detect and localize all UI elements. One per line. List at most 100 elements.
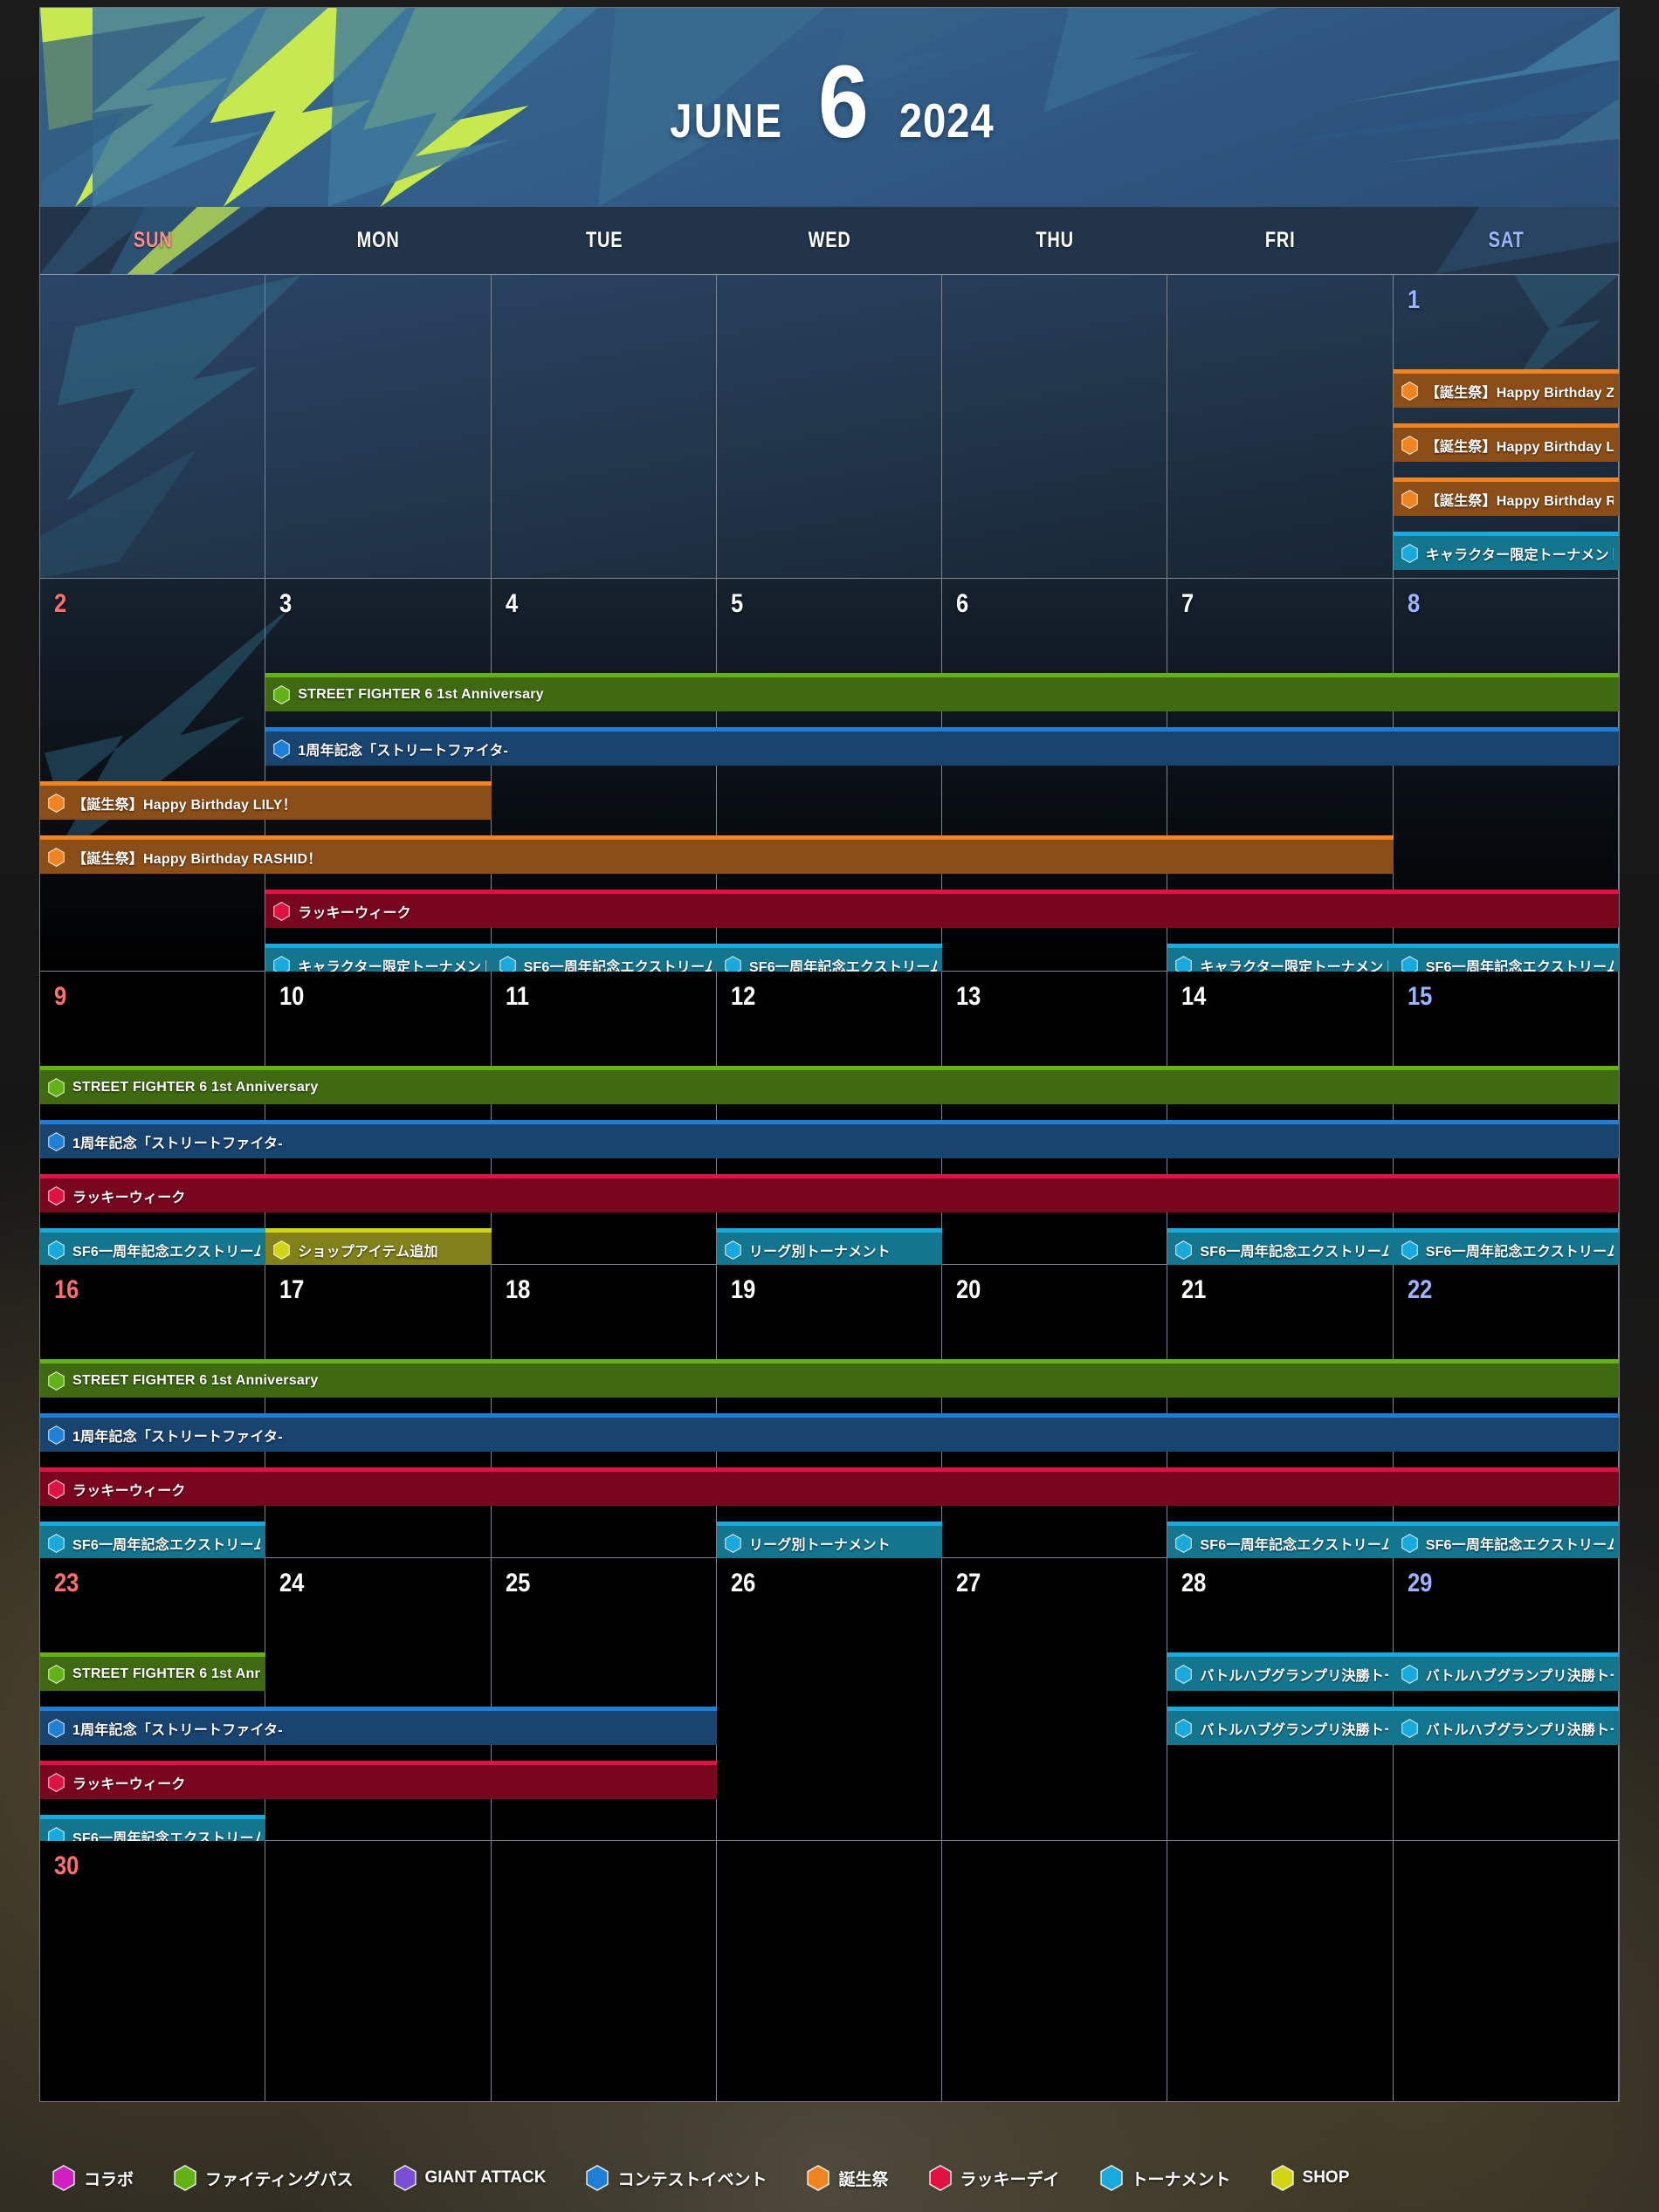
day-cell-empty-2[interactable] [491,1841,717,2101]
day-cell-empty-6[interactable] [1393,1841,1619,2101]
event-bar-tournament[interactable]: SF6一周年記念エクストリームバ [1393,1228,1619,1267]
event-label: バトルハブグランプリ決勝トーナ [1200,1722,1387,1738]
event-bar-fighting_pass[interactable]: STREET FIGHTER 6 1st Anniversary [265,673,1619,711]
event-bar-tournament[interactable]: バトルハブグランプリ決勝トーナ [1393,1652,1619,1691]
event-lane-overlay: STREET FIGHTER 6 1st Anniversary 1周年記念「スト… [40,972,1619,1267]
day-cell-13[interactable]: 13 [942,972,1168,1264]
day-number: 23 [54,1569,79,1597]
event-bar-tournament[interactable]: バトルハブグランプリ決勝トーナ [1167,1707,1394,1745]
event-bar-birthday[interactable]: 【誕生祭】Happy Birthday LILY！ [40,781,492,820]
event-bar-fighting_pass[interactable]: STREET FIGHTER 6 1st Anniversary [40,1359,1619,1398]
day-number: 12 [730,982,756,1011]
event-label: SF6一周年記念エクストリームバ [523,959,712,975]
event-bar-lucky[interactable]: ラッキーウィーク [40,1761,717,1799]
event-bar-tournament[interactable]: SF6一周年記念エクストリームバ [40,1522,266,1560]
event-label: SF6一周年記念エクストリームバ [1425,1244,1614,1260]
day-cell-18[interactable]: 18 [491,1265,717,1557]
day-cell-empty-1[interactable] [265,275,492,578]
legend-item-3[interactable]: コンテストイベント [586,2165,767,2191]
day-cell-empty-0[interactable] [40,275,266,578]
day-cell-21[interactable]: 21 [1167,1265,1394,1557]
category-hex-icon [1175,1718,1193,1738]
legend-item-4[interactable]: 誕生祭 [807,2165,889,2191]
day-cell-22[interactable]: 22 [1393,1265,1619,1557]
category-hex-icon [48,1185,65,1206]
banner-month-number: 6 [818,45,870,160]
event-bar-lucky[interactable]: ラッキーウィーク [40,1467,1619,1506]
event-bar-fighting_pass[interactable]: STREET FIGHTER 6 1st Anniversary [40,1066,1619,1104]
event-bar-contest[interactable]: 1周年記念「ストリートファイタ- [40,1120,1619,1158]
day-cell-9[interactable]: 9 [40,972,266,1264]
event-bar-tournament[interactable]: バトルハブグランプリ決勝トーナ [1167,1652,1394,1691]
day-cell-17[interactable]: 17 [265,1265,492,1557]
day-cell-4[interactable]: 4 [492,579,717,971]
event-bar-lucky[interactable]: ラッキーウィーク [265,890,1619,928]
event-bar-lucky[interactable]: ラッキーウィーク [40,1174,1619,1212]
day-cell-empty-4[interactable] [942,275,1168,578]
day-cell-29[interactable]: 29 [1393,1558,1619,1840]
day-cell-30[interactable]: 30 [40,1841,266,2101]
day-cell-empty-3[interactable] [716,1841,943,2101]
event-bar-contest[interactable]: 1周年記念「ストリートファイタ- [265,727,1619,766]
event-bar-tournament[interactable]: SF6一周年記念エクストリームバ [40,1228,266,1267]
event-bar-tournament[interactable]: SF6一周年記念エクストリームバ [1393,1522,1619,1560]
category-hex-icon [48,1772,65,1792]
event-label: STREET FIGHTER 6 1st Anniversary [298,686,544,702]
day-cell-5[interactable]: 5 [717,579,943,971]
event-bar-fighting_pass[interactable]: STREET FIGHTER 6 1st Anniversary [40,1652,266,1691]
legend-item-5[interactable]: ラッキーデイ [928,2165,1060,2191]
day-cell-3[interactable]: 3 [265,579,492,971]
event-bar-tournament[interactable]: SF6一周年記念エクストリームバ [1167,1228,1394,1267]
day-cell-26[interactable]: 26 [716,1558,943,1840]
banner-lightning-art [40,8,1619,207]
legend-item-6[interactable]: トーナメント [1099,2165,1231,2191]
event-bar-birthday[interactable]: 【誕生祭】Happy Birthday LILY！ [1393,423,1619,462]
day-cell-12[interactable]: 12 [716,972,943,1264]
legend-hex-icon [174,2165,196,2191]
day-cell-7[interactable]: 7 [1167,579,1394,971]
legend-item-0[interactable]: コラボ [52,2165,134,2191]
event-bar-shop[interactable]: ショップアイテム追加 [265,1228,492,1267]
day-cell-10[interactable]: 10 [265,972,492,1264]
day-cell-empty-4[interactable] [942,1841,1168,2101]
event-bar-tournament[interactable]: SF6一周年記念エクストリームバ [1167,1522,1394,1560]
day-cell-8[interactable]: 8 [1394,579,1619,971]
event-bar-tournament[interactable]: リーグ別トーナメント [716,1228,943,1267]
day-cell-28[interactable]: 28 [1167,1558,1394,1840]
event-bar-birthday[interactable]: 【誕生祭】Happy Birthday RASHID！ [1393,477,1619,516]
day-cell-11[interactable]: 11 [491,972,717,1264]
calendar-grid: 1 【誕生祭】Happy Birthday ZANGIEF！ 【誕生祭】Happy … [40,275,1619,2101]
event-bar-contest[interactable]: 1周年記念「ストリートファイタ- [40,1707,717,1745]
weekday-sat: SAT [1488,228,1525,252]
event-bar-birthday[interactable]: 【誕生祭】Happy Birthday RASHID！ [40,835,1394,874]
day-cell-16[interactable]: 16 [40,1265,266,1557]
day-cell-27[interactable]: 27 [942,1558,1168,1840]
category-hex-icon [1175,1664,1193,1684]
legend-item-1[interactable]: ファイティングパス [174,2165,354,2191]
day-cell-empty-5[interactable] [1167,1841,1394,2101]
day-cell-20[interactable]: 20 [942,1265,1168,1557]
day-cell-2[interactable]: 2 [40,579,266,971]
day-cell-6[interactable]: 6 [942,579,1168,971]
legend-hex-icon [52,2165,75,2191]
day-cell-empty-2[interactable] [492,275,717,578]
day-cell-empty-3[interactable] [717,275,943,578]
day-cell-19[interactable]: 19 [716,1265,943,1557]
day-cell-empty-5[interactable] [1167,275,1394,578]
weekday-tue: TUE [585,228,623,252]
event-bar-tournament[interactable]: キャラクター限定トーナメント [1393,532,1619,570]
event-bar-tournament[interactable]: リーグ別トーナメント [716,1522,943,1560]
legend-item-7[interactable]: SHOP [1270,2165,1349,2191]
legend-label: コンテストイベント [617,2170,768,2189]
legend-item-2[interactable]: GIANT ATTACK [393,2165,546,2191]
event-bar-contest[interactable]: 1周年記念「ストリートファイタ- [40,1413,1619,1452]
event-bar-tournament[interactable]: バトルハブグランプリ決勝トーナ [1393,1707,1619,1745]
day-number: 1 [1407,285,1420,314]
day-cell-empty-1[interactable] [265,1841,492,2101]
day-cell-15[interactable]: 15 [1393,972,1619,1264]
day-number: 20 [956,1275,981,1304]
event-bar-birthday[interactable]: 【誕生祭】Happy Birthday ZANGIEF！ [1393,369,1619,408]
event-label: バトルハブグランプリ決勝トーナ [1425,1722,1614,1738]
calendar-frame: JUNE 6 2024 SUN MON TUE WED THU FRI SAT … [39,7,1620,2102]
day-cell-14[interactable]: 14 [1167,972,1394,1264]
